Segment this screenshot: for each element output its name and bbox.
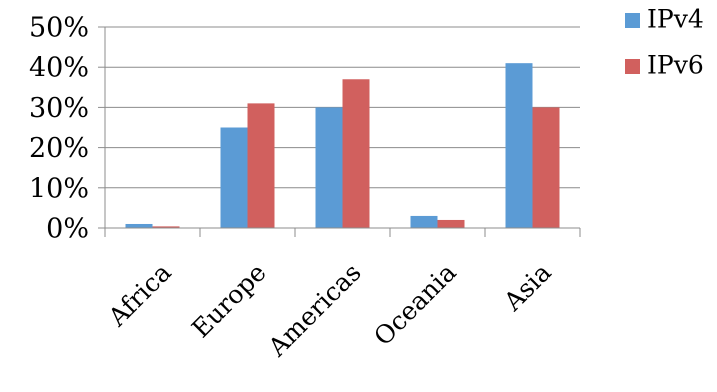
y-tick-label: 0% — [46, 214, 89, 245]
legend-swatch-ipv4 — [625, 13, 640, 28]
bar-ipv6-europe — [247, 103, 275, 228]
x-tick-label-asia: Asia — [497, 258, 556, 317]
bar-ipv6-americas — [342, 79, 370, 228]
bar-ipv6-oceania — [437, 219, 465, 228]
x-tick-label-europe: Europe — [186, 258, 272, 344]
legend-swatch-ipv6 — [625, 59, 640, 74]
y-tick-label: 40% — [29, 53, 89, 84]
bar-ipv6-asia — [532, 107, 560, 228]
y-axis: 0% 10% 20% 30% 40% 50% — [29, 13, 106, 245]
bar-ipv6-africa — [152, 226, 180, 228]
bar-ipv4-americas — [315, 107, 343, 228]
legend-label-ipv6: IPv6 — [647, 51, 704, 80]
legend-label-ipv4: IPv4 — [647, 5, 704, 34]
bars — [125, 63, 560, 229]
y-tick-label: 10% — [29, 173, 89, 204]
x-tick-label-oceania: Oceania — [368, 258, 462, 352]
y-tick-label: 20% — [29, 133, 89, 164]
y-tick-label: 50% — [29, 13, 89, 44]
bar-ipv4-europe — [220, 127, 248, 228]
x-tick-label-americas: Americas — [262, 258, 367, 363]
bar-ipv4-oceania — [410, 215, 438, 228]
bar-ipv4-africa — [125, 223, 153, 228]
bar-ipv4-asia — [505, 63, 533, 229]
y-tick-label: 30% — [29, 93, 89, 124]
x-tick-label-africa: Africa — [102, 258, 177, 333]
legend: IPv4 IPv6 — [625, 5, 704, 80]
